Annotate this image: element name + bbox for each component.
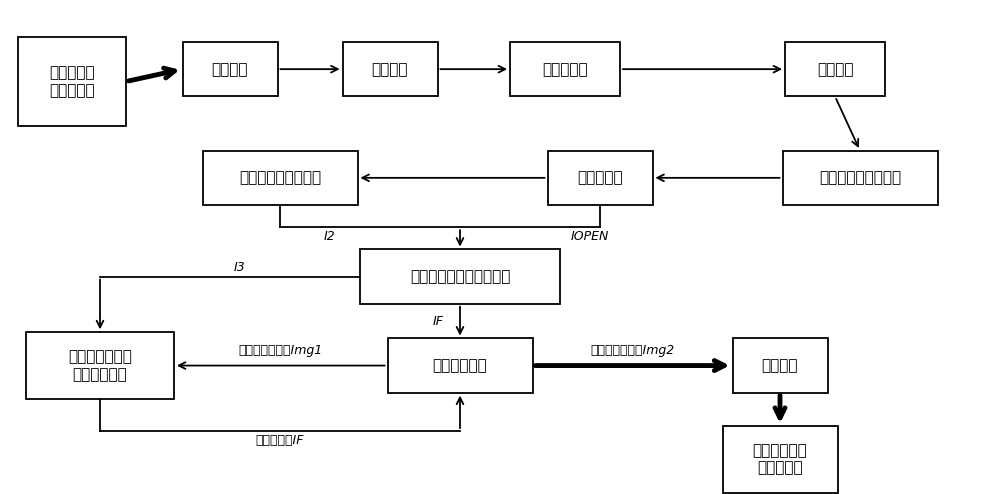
Text: 处理后图像IF: 处理后图像IF xyxy=(256,434,304,448)
Bar xyxy=(18,37,126,126)
Bar xyxy=(388,338,532,393)
Text: 图像二值化: 图像二值化 xyxy=(542,62,588,77)
Text: 第二次重建结果Img2: 第二次重建结果Img2 xyxy=(590,344,675,357)
Bar xyxy=(732,338,828,393)
Bar xyxy=(722,426,838,493)
Text: 形态开运算: 形态开运算 xyxy=(577,170,623,185)
Text: 方向与形态特征检测: 方向与形态特征检测 xyxy=(819,170,901,185)
Text: 根据重建结果寻
回误去除部分: 根据重建结果寻 回误去除部分 xyxy=(68,349,132,382)
Text: 坐标变换: 坐标变换 xyxy=(762,358,798,373)
Bar xyxy=(510,42,620,96)
Text: I3: I3 xyxy=(234,261,246,274)
Text: 第一次重建结果Img1: 第一次重建结果Img1 xyxy=(239,344,323,357)
Text: IF: IF xyxy=(432,315,444,328)
Bar xyxy=(782,151,938,205)
Text: 中值滤波: 中值滤波 xyxy=(372,62,408,77)
Text: 对数变换: 对数变换 xyxy=(212,62,248,77)
Bar xyxy=(360,249,560,304)
Text: 导管与管壁相连时的分割: 导管与管壁相连时的分割 xyxy=(410,269,510,284)
Bar xyxy=(785,42,885,96)
Text: 重建残缺轮廓: 重建残缺轮廓 xyxy=(433,358,487,373)
Text: IOPEN: IOPEN xyxy=(571,230,609,243)
Bar xyxy=(548,151,652,205)
Text: 笛卡尔坐标下
的输出图像: 笛卡尔坐标下 的输出图像 xyxy=(753,443,807,476)
Bar xyxy=(342,42,438,96)
Bar xyxy=(182,42,278,96)
Text: 非管壁连通域的排除: 非管壁连通域的排除 xyxy=(239,170,321,185)
Bar xyxy=(202,151,358,205)
Text: I2: I2 xyxy=(324,230,336,243)
Bar xyxy=(26,332,174,399)
Text: 腐蚀运算: 腐蚀运算 xyxy=(817,62,853,77)
Text: 极坐标系下
的输入图像: 极坐标系下 的输入图像 xyxy=(49,65,95,98)
